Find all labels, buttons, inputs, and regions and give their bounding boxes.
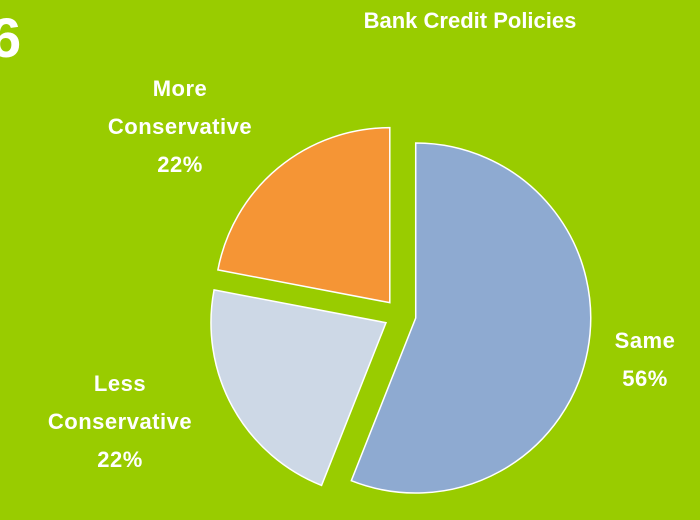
chart-title: Bank Credit Policies bbox=[363, 8, 577, 33]
slice-more-conservative bbox=[217, 126, 391, 304]
label-more-conservative-line2: Conservative bbox=[107, 114, 253, 139]
slice-less-conservative bbox=[210, 289, 388, 487]
label-less-conservative-line1: Less bbox=[93, 371, 147, 396]
label-more-conservative-line1: More bbox=[152, 76, 208, 101]
label-more-conservative-value: 22% bbox=[157, 152, 203, 177]
label-less-conservative: Less Conservative 22% bbox=[0, 365, 240, 479]
label-more-conservative: More Conservative 22% bbox=[60, 70, 300, 184]
label-less-conservative-value: 22% bbox=[97, 447, 143, 472]
label-less-conservative-line2: Conservative bbox=[47, 409, 193, 434]
stray-glyph: 6 bbox=[0, 6, 22, 69]
slice-same bbox=[350, 142, 592, 494]
label-same-line1: Same bbox=[614, 328, 676, 353]
label-same: Same 56% bbox=[590, 322, 700, 398]
label-same-value: 56% bbox=[622, 366, 668, 391]
